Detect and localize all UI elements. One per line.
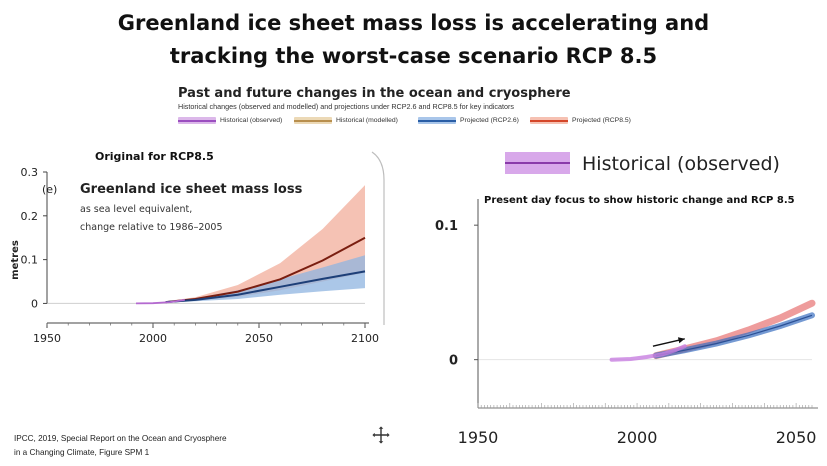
legend-swatch <box>418 117 456 124</box>
legend-swatch <box>178 117 216 124</box>
legend-swatch <box>530 117 568 124</box>
x-tick-label: 2100 <box>351 332 379 345</box>
historical-line <box>135 299 185 305</box>
rcp26-line <box>165 270 366 304</box>
x-tick-label: 2000 <box>139 332 167 345</box>
slide-title-line1: Greenland ice sheet mass loss is acceler… <box>117 11 710 35</box>
chart-heading: Original for RCP8.5 <box>95 150 214 163</box>
chart-heading: Present day focus to show historic chang… <box>484 195 795 206</box>
series-lines <box>609 299 816 362</box>
legend-label: Historical (modelled) <box>336 117 398 124</box>
legend-item-historical-modelled: Historical (modelled) <box>294 117 398 124</box>
x-tick-label: 2050 <box>776 428 817 447</box>
figure-header-description: Historical changes (observed and modelle… <box>178 102 514 111</box>
uncertainty-bands <box>165 185 365 303</box>
source-line-2: in a Changing Climate, Figure SPM 1 <box>14 448 150 457</box>
chart-present-day-focus: Historical (observed) Present day focus … <box>435 152 818 447</box>
x-tick-label: 1950 <box>458 428 499 447</box>
legend-item-projected-rcp85: Projected (RCP8.5) <box>530 117 631 124</box>
y-tick-label: 0.1 <box>21 254 39 267</box>
y-tick-label: 0.2 <box>21 210 39 223</box>
panel-subtitle-2: change relative to 1986–2005 <box>80 222 223 233</box>
rcp26-line <box>655 314 813 357</box>
y-tick-label: 0.1 <box>435 219 458 234</box>
y-tick-label: 0 <box>449 354 458 369</box>
figure-header-title: Past and future changes in the ocean and… <box>178 86 571 101</box>
panel-label: (e) <box>42 183 57 196</box>
rcp26-band <box>165 255 365 303</box>
x-tick-label: 2000 <box>617 428 658 447</box>
move-cursor-icon <box>371 425 391 445</box>
axes: 0 0.1 1950 2000 2050 <box>435 199 818 447</box>
panel-bracket <box>371 151 385 325</box>
x-tick-label: 1950 <box>33 332 61 345</box>
legend-label: Historical (observed) <box>582 153 780 175</box>
axes: 0 0.1 0.2 0.3 1950 2000 2050 2100 <box>21 166 380 345</box>
source-note: IPCC, 2019, Special Report on the Ocean … <box>14 432 227 460</box>
chart-original-rcp85: Original for RCP8.5 0 0.1 0.2 0.3 1950 2000 20… <box>10 150 385 345</box>
y-tick-label: 0.3 <box>21 166 39 179</box>
legend-label: Historical (observed) <box>220 117 283 124</box>
x-tick-label: 2050 <box>245 332 273 345</box>
panel-subtitle-1: as sea level equivalent, <box>80 204 192 215</box>
y-tick-label: 0 <box>31 297 38 310</box>
panel-title: Greenland ice sheet mass loss <box>80 182 303 197</box>
legend-item-historical-observed: Historical (observed) <box>178 117 282 124</box>
arrow-head <box>677 337 685 344</box>
historical-line <box>609 344 687 362</box>
legend-label: Projected (RCP2.6) <box>460 117 519 124</box>
annotation-arrow <box>652 337 685 347</box>
series-lines <box>135 236 366 305</box>
slide-title-line2: tracking the worst-case scenario RCP 8.5 <box>169 44 658 68</box>
y-axis-label: metres <box>10 240 21 280</box>
legend-swatch <box>294 117 332 124</box>
legend-label: Projected (RCP8.5) <box>572 117 631 124</box>
source-line-1: IPCC, 2019, Special Report on the Ocean … <box>14 434 227 443</box>
legend-item-projected-rcp26: Projected (RCP2.6) <box>418 117 519 124</box>
